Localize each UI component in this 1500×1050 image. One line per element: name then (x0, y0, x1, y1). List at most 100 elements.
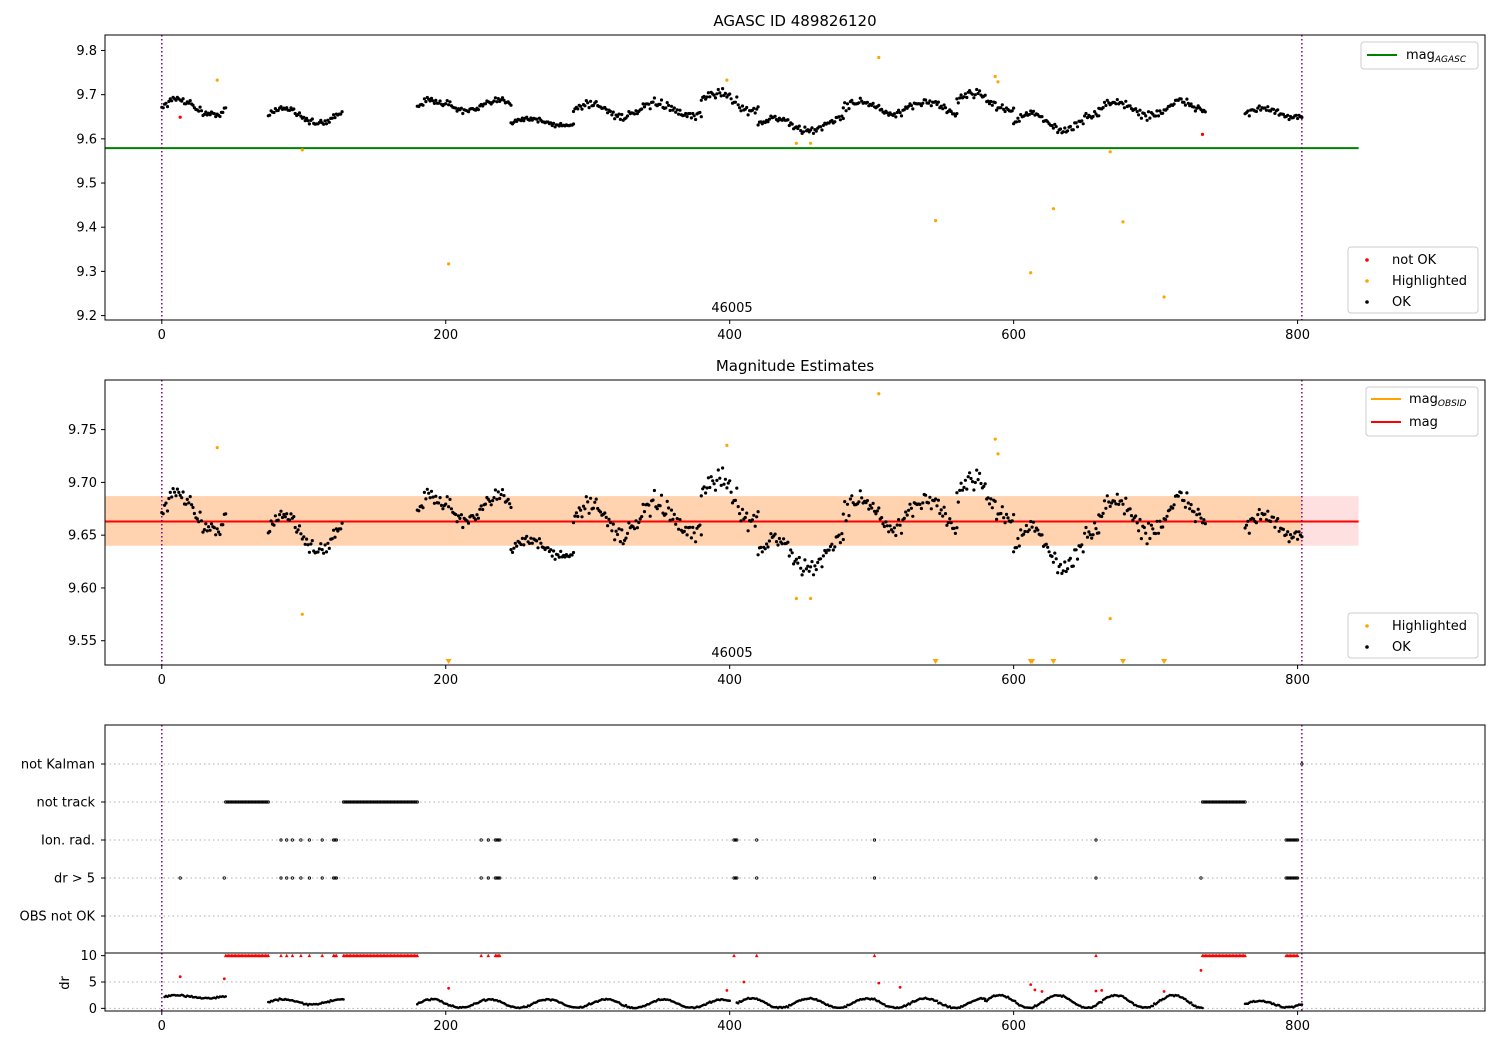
legend-not-ok: not OK (1392, 253, 1437, 268)
flag-marker (408, 800, 412, 804)
ok-point (1029, 519, 1033, 524)
ok-point (1114, 502, 1118, 506)
flag-marker (248, 800, 252, 804)
ok-point (652, 488, 657, 493)
ok-point (990, 506, 994, 510)
flag-category-label: OBS not OK (20, 910, 96, 925)
ok-point (327, 546, 331, 551)
ok-point (1074, 548, 1078, 552)
ok-point (1022, 532, 1026, 536)
ok-point (647, 102, 651, 106)
ok-point (454, 106, 458, 110)
flag-marker (411, 800, 415, 804)
flag-marker (1243, 800, 1247, 804)
ok-point (570, 553, 574, 557)
ok-point (437, 501, 441, 505)
ok-point (659, 493, 664, 497)
dr-point (1300, 1003, 1304, 1006)
ok-point (1281, 527, 1285, 532)
flag-marker (414, 800, 418, 804)
flag-marker (495, 838, 499, 842)
ok-point (789, 548, 793, 552)
ok-point (938, 511, 942, 516)
ok-point (728, 479, 732, 483)
ok-point (718, 91, 722, 95)
ok-point (1003, 109, 1007, 114)
ok-point (1287, 540, 1291, 544)
ok-point (963, 92, 968, 96)
ok-point (1044, 542, 1048, 546)
ok-point (455, 109, 459, 113)
ok-point (610, 529, 614, 533)
ok-point (502, 98, 506, 102)
out-of-range-marker (1050, 659, 1057, 664)
ok-point (1158, 109, 1162, 113)
ok-point (1084, 525, 1088, 530)
ok-point (895, 523, 899, 527)
ok-point (174, 494, 178, 498)
ok-point (202, 528, 206, 532)
ok-point (926, 501, 931, 505)
ok-point (539, 541, 543, 545)
dr-point (1013, 999, 1017, 1003)
ok-point (792, 562, 796, 566)
ok-point (177, 490, 181, 494)
ok-point (1054, 125, 1058, 129)
ok-point (753, 524, 757, 528)
ok-point (881, 522, 885, 526)
flag-marker (307, 876, 311, 880)
ok-point (840, 532, 844, 536)
ok-point (838, 541, 843, 545)
ok-point (1040, 115, 1044, 119)
ok-point (1137, 113, 1141, 117)
ok-point (1168, 508, 1172, 512)
ok-point (990, 103, 994, 107)
ok-point (970, 92, 975, 96)
ok-point (692, 531, 696, 535)
ok-point (527, 541, 532, 546)
ok-point (431, 99, 435, 103)
ok-point (502, 494, 506, 498)
ok-point (627, 521, 631, 525)
flag-marker (368, 800, 373, 804)
dr-capped-marker (1094, 953, 1098, 958)
ok-point (845, 502, 850, 506)
flag-marker (479, 876, 483, 880)
ok-point (1014, 120, 1019, 124)
ok-point (753, 111, 757, 115)
ok-point (1017, 544, 1021, 548)
flag-marker (238, 800, 242, 804)
ok-point (1296, 537, 1300, 541)
ok-point (1274, 519, 1278, 523)
ok-point (633, 112, 637, 116)
ok-point (847, 514, 851, 518)
ok-point (620, 112, 624, 117)
flag-marker (229, 800, 233, 804)
ok-point (1119, 499, 1124, 503)
y-tick-label: 9.75 (68, 423, 97, 438)
flag-marker (251, 800, 255, 804)
ok-point (448, 100, 452, 104)
ok-point (466, 521, 471, 525)
ok-point (824, 551, 828, 555)
highlighted-point (1162, 295, 1166, 299)
flag-marker (1094, 876, 1098, 880)
ok-point (478, 507, 482, 511)
ok-point (810, 126, 814, 130)
ok-point (1192, 510, 1196, 514)
flag-marker (246, 800, 250, 804)
ok-point (519, 542, 523, 547)
ok-point (993, 101, 997, 105)
ok-point (215, 527, 219, 531)
ok-point (604, 107, 608, 111)
ok-point (520, 536, 525, 541)
y-tick-label: 5 (89, 976, 97, 991)
ok-point (424, 497, 428, 501)
flag-marker (260, 800, 265, 804)
ok-point (1051, 126, 1055, 130)
flag-category-label: dr > 5 (54, 872, 95, 887)
flag-marker (226, 800, 231, 804)
ok-point (1138, 108, 1142, 112)
ok-point (580, 107, 584, 111)
ok-point (476, 108, 480, 112)
